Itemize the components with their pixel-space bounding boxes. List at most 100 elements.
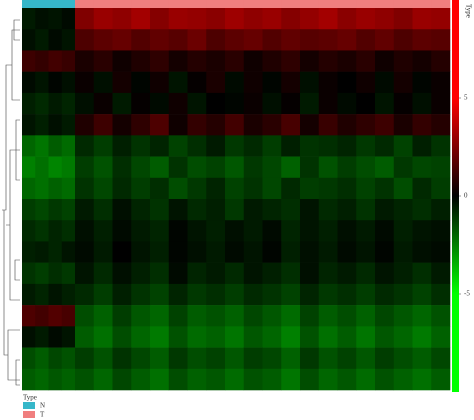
heatmap-cell <box>412 114 432 136</box>
heatmap-cell <box>22 368 36 391</box>
heatmap-cell <box>187 368 207 391</box>
heatmap-cell <box>187 114 207 136</box>
heatmap-cell <box>22 135 36 157</box>
annotation-cell <box>48 0 63 8</box>
heatmap-cell <box>318 241 338 263</box>
heatmap-cell <box>112 283 132 306</box>
heatmap-cell <box>93 283 113 306</box>
heatmap-cell <box>300 368 320 391</box>
heatmap-cell <box>243 262 263 285</box>
heatmap-cell <box>93 50 113 72</box>
heatmap-cell <box>112 305 132 327</box>
heatmap-cell <box>393 220 413 242</box>
heatmap-cell <box>375 71 395 94</box>
heatmap-cell <box>412 156 432 179</box>
heatmap-cell <box>35 92 49 115</box>
heatmap-cell <box>206 220 226 242</box>
heatmap-cell <box>48 262 63 285</box>
heatmap-cell <box>187 326 207 348</box>
heatmap-cell <box>243 29 263 51</box>
heatmap-cell <box>431 241 451 263</box>
heatmap-cell <box>112 50 132 72</box>
heatmap-cell <box>61 29 76 51</box>
heatmap-cell <box>112 114 132 136</box>
heatmap-cell <box>206 156 226 179</box>
heatmap-cell <box>281 29 301 51</box>
heatmap-cell <box>393 283 413 306</box>
heatmap-cell <box>412 135 432 157</box>
heatmap-cell <box>206 283 226 306</box>
heatmap-cell <box>75 220 95 242</box>
heatmap-cell <box>187 156 207 179</box>
heatmap-cell <box>75 71 95 94</box>
heatmap-cell <box>61 326 76 348</box>
heatmap-cell <box>206 241 226 263</box>
heatmap-cell <box>187 135 207 157</box>
heatmap-cell <box>412 92 432 115</box>
heatmap-cell <box>61 283 76 306</box>
heatmap-cell <box>337 29 357 51</box>
heatmap-cell <box>318 156 338 179</box>
annotation-cell <box>75 0 95 8</box>
heatmap-cell <box>300 199 320 221</box>
heatmap-cell <box>225 71 245 94</box>
heatmap-cell <box>22 50 36 72</box>
heatmap-cell <box>150 156 170 179</box>
heatmap-cell <box>93 220 113 242</box>
colorbar <box>452 0 459 392</box>
heatmap-cell <box>35 326 49 348</box>
heatmap-cell <box>412 262 432 285</box>
heatmap-cell <box>187 262 207 285</box>
heatmap-cell <box>35 114 49 136</box>
heatmap-cell <box>187 92 207 115</box>
heatmap-cell <box>243 283 263 306</box>
heatmap-cell <box>22 114 36 136</box>
heatmap-cell <box>150 8 170 30</box>
heatmap-cell <box>431 326 451 348</box>
heatmap-cell <box>48 177 63 200</box>
heatmap-cell <box>431 262 451 285</box>
heatmap-cell <box>318 368 338 391</box>
heatmap-cell <box>431 135 451 157</box>
heatmap-cell <box>412 368 432 391</box>
heatmap-cell <box>168 8 188 30</box>
heatmap-cell <box>262 347 282 370</box>
heatmap-cell <box>318 262 338 285</box>
heatmap-cell <box>225 29 245 51</box>
heatmap-cell <box>168 50 188 72</box>
heatmap-cell <box>35 156 49 179</box>
heatmap-cell <box>281 283 301 306</box>
heatmap-cell <box>412 199 432 221</box>
heatmap-cell <box>112 262 132 285</box>
heatmap-cell <box>112 135 132 157</box>
heatmap-cell <box>281 199 301 221</box>
heatmap-cell <box>131 199 151 221</box>
heatmap-cell <box>112 199 132 221</box>
heatmap-cell <box>131 92 151 115</box>
heatmap-cell <box>243 305 263 327</box>
heatmap-cell <box>112 92 132 115</box>
heatmap-cell <box>168 347 188 370</box>
heatmap-cell <box>61 156 76 179</box>
heatmap-cell <box>393 199 413 221</box>
heatmap-cell <box>75 262 95 285</box>
heatmap-cell <box>35 262 49 285</box>
heatmap-cell <box>412 326 432 348</box>
legend-label: T <box>40 411 45 419</box>
heatmap-cell <box>225 156 245 179</box>
heatmap-cell <box>356 305 376 327</box>
heatmap-cell <box>375 262 395 285</box>
heatmap-cell <box>22 156 36 179</box>
heatmap-cell <box>337 199 357 221</box>
heatmap-cell <box>225 8 245 30</box>
heatmap-cell <box>131 241 151 263</box>
heatmap-cell <box>318 220 338 242</box>
heatmap-cell <box>318 305 338 327</box>
heatmap-cell <box>112 241 132 263</box>
heatmap-cell <box>225 199 245 221</box>
heatmap-cell <box>356 326 376 348</box>
heatmap-cell <box>356 71 376 94</box>
heatmap-cell <box>48 29 63 51</box>
heatmap-cell <box>48 305 63 327</box>
heatmap-cell <box>187 199 207 221</box>
